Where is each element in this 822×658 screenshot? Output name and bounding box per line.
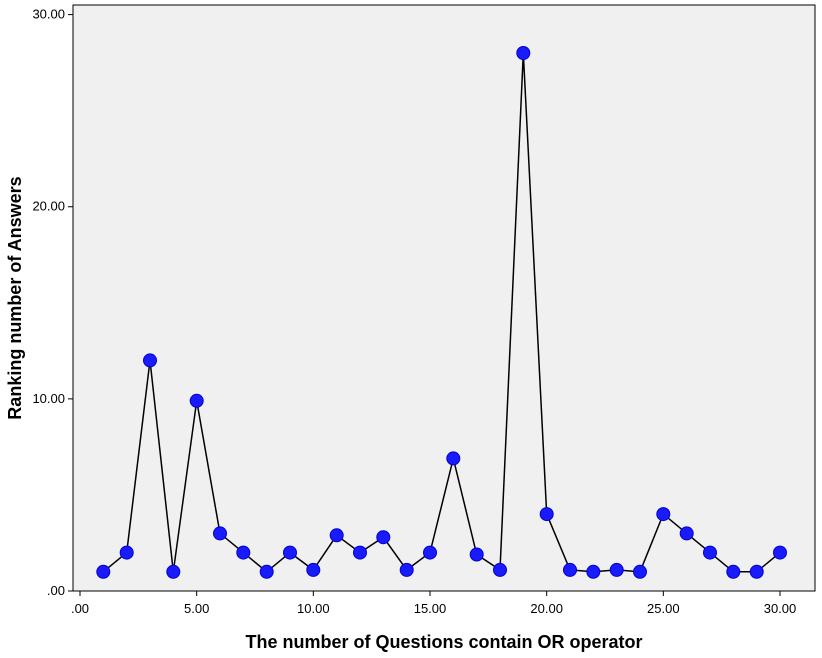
data-point — [609, 562, 624, 577]
x-axis-title: The number of Questions contain OR opera… — [245, 632, 642, 652]
x-tick-label: 20.00 — [530, 601, 563, 616]
data-point — [773, 545, 787, 560]
y-tick-label: .00 — [47, 583, 65, 598]
data-point — [259, 564, 274, 579]
data-point — [493, 562, 507, 577]
x-tick-label: 25.00 — [647, 601, 680, 616]
y-tick-label: 20.00 — [32, 199, 65, 214]
data-point — [656, 507, 671, 522]
data-point — [563, 562, 577, 577]
data-point — [469, 547, 484, 562]
x-axis: .00 5.00 10.00 15.00 20.00 25.00 30.00 — [71, 591, 796, 616]
data-point — [283, 545, 297, 560]
data-point — [119, 545, 134, 560]
data-point — [329, 528, 344, 543]
data-point — [679, 526, 694, 541]
data-markers — [96, 46, 787, 579]
y-tick-label: 10.00 — [32, 391, 65, 406]
data-point — [516, 46, 531, 60]
x-tick-label: .00 — [71, 601, 89, 616]
data-point — [399, 562, 414, 577]
data-point — [306, 562, 321, 577]
y-axis: .00 10.00 20.00 30.00 — [32, 7, 73, 598]
data-point — [726, 564, 741, 579]
y-axis-title: Ranking number of Answers — [5, 176, 25, 419]
data-point — [166, 564, 181, 579]
data-point — [353, 545, 367, 560]
data-point — [213, 526, 227, 541]
data-point — [376, 530, 391, 545]
data-point — [236, 545, 251, 560]
data-point — [446, 451, 461, 466]
data-point — [423, 545, 437, 560]
data-point — [749, 564, 764, 579]
plot-area — [72, 4, 816, 592]
data-point — [703, 545, 717, 560]
x-tick-label: 10.00 — [297, 601, 330, 616]
x-tick-label: 15.00 — [414, 601, 447, 616]
data-point — [633, 564, 647, 579]
x-tick-label: 30.00 — [764, 601, 797, 616]
data-point — [96, 564, 111, 579]
data-point — [586, 564, 601, 579]
x-tick-label: 5.00 — [184, 601, 209, 616]
data-point — [143, 353, 157, 368]
data-point — [189, 393, 204, 408]
y-tick-label: 30.00 — [32, 7, 65, 22]
data-point — [539, 507, 554, 522]
